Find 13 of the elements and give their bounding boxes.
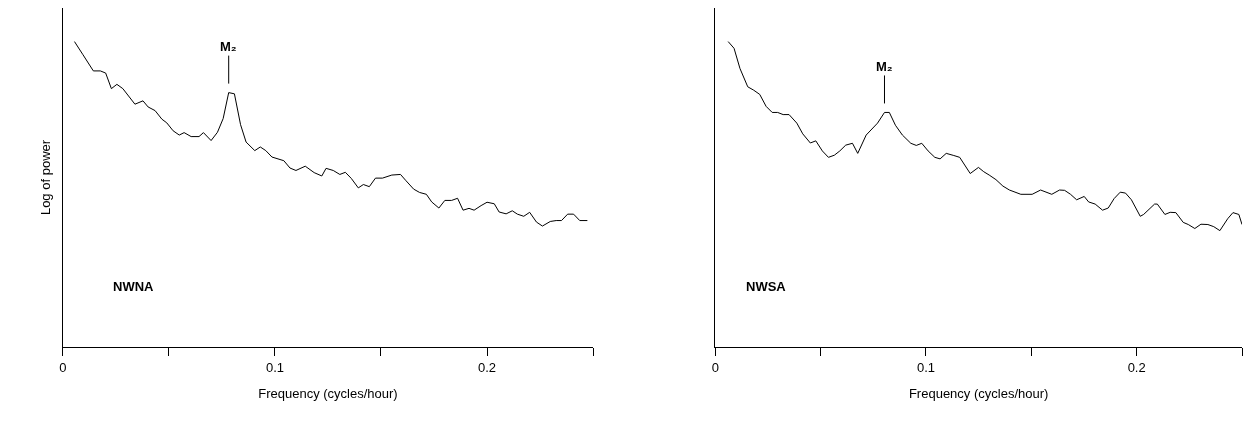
annotation: M₂ [220, 39, 237, 54]
x-tick-label: 0.1 [265, 359, 284, 375]
annotation: NWSA [746, 279, 787, 294]
y-axis-title: Log of power [37, 139, 53, 216]
x-axis-title: Frequency (cycles/hour) [908, 386, 1049, 402]
x-tick-label: 0.2 [1127, 359, 1146, 375]
annotation: NWNA [113, 279, 155, 294]
x-tick-label: 0 [59, 359, 67, 375]
x-tick-label: 0.1 [916, 359, 936, 375]
x-tick-label: 0.2 [478, 359, 497, 375]
annotation: M₂ [876, 59, 893, 74]
x-tick-label: 0 [711, 359, 719, 375]
x-axis-title: Frequency (cycles/hour) [258, 386, 398, 402]
